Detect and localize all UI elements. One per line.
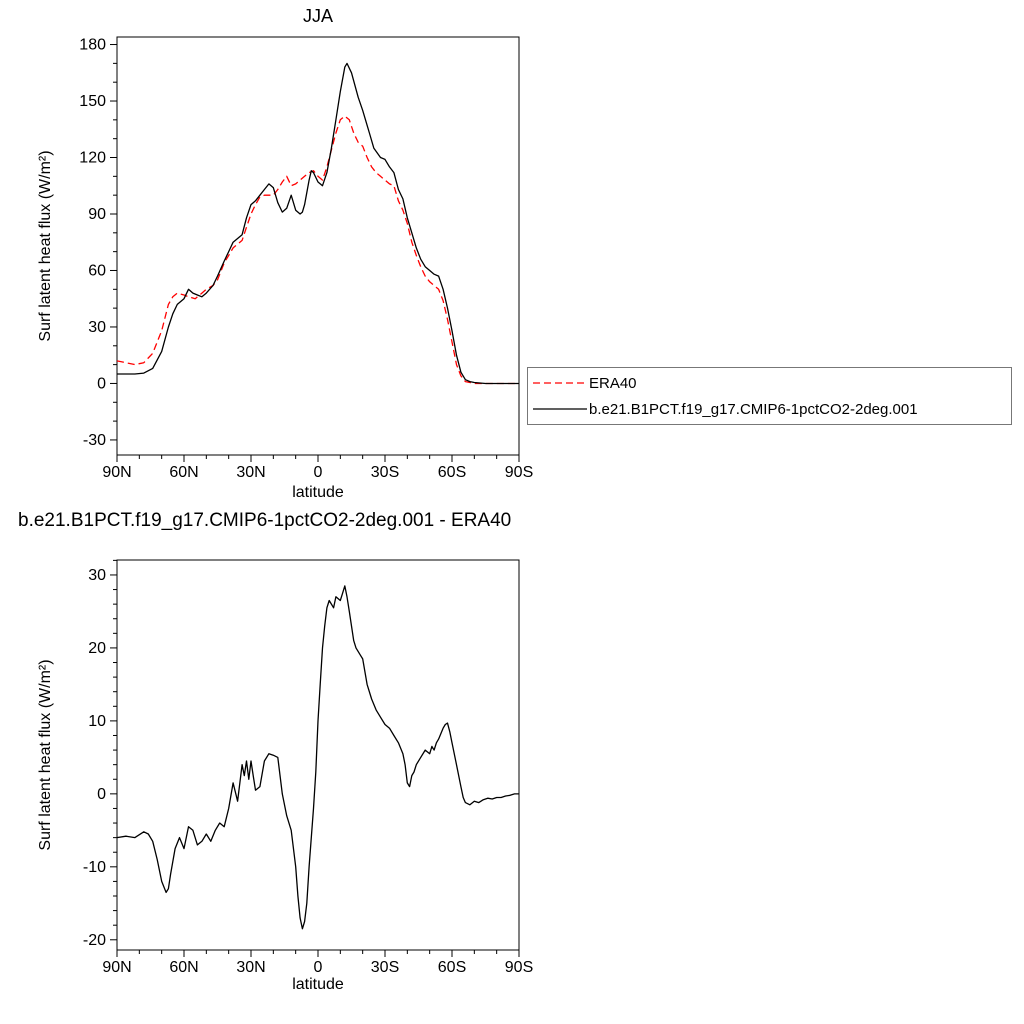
y-tick-label: 10 [88, 713, 106, 730]
y-tick-label: 20 [88, 640, 106, 657]
y-tick-label: 150 [79, 93, 106, 110]
y-tick-label: -10 [83, 859, 106, 876]
series-line-0-1 [117, 62, 519, 385]
difference-chart-x-axis-label: latitude [292, 976, 344, 993]
y-tick-label: 30 [88, 319, 106, 336]
top-chart-y-axis-label: Surf latent heat flux (W/m²) [37, 150, 54, 342]
x-tick-label: 30N [236, 464, 265, 481]
x-tick-label: 0 [314, 464, 323, 481]
y-tick-label: 90 [88, 206, 106, 223]
chart-1: 90N 60N 30N 0 30S 60S 90S -20 -10 0 10 20 30 [83, 559, 533, 976]
difference-chart-y-axis-label: Surf latent heat flux (W/m²) [37, 659, 54, 851]
x-tick-label: 90S [505, 959, 533, 976]
chart-0: 90N 60N 30N 0 30S 60S 90S -30 0 30 60 90 120 150 180 [79, 36, 533, 481]
x-tick-label: 90N [102, 464, 131, 481]
top-chart-title: JJA [302, 6, 333, 26]
x-tick-label: 0 [314, 959, 323, 976]
x-tick-label: 30S [371, 464, 399, 481]
x-tick-label: 90N [102, 959, 131, 976]
y-tick-label: 120 [79, 150, 106, 167]
x-tick-label: 60S [438, 464, 466, 481]
legend-entry-model: b.e21.B1PCT.f19_g17.CMIP6-1pctCO2-2deg.0… [531, 397, 1011, 421]
x-tick-label: 60N [169, 464, 198, 481]
legend-box: ERA40 b.e21.B1PCT.f19_g17.CMIP6-1pctCO2-… [527, 367, 1012, 425]
x-tick-label: 60S [438, 959, 466, 976]
y-tick-label: 0 [97, 786, 106, 803]
x-tick-label: 90S [505, 464, 533, 481]
model-solid-line-sample [533, 408, 587, 410]
x-tick-label: 30S [371, 959, 399, 976]
y-tick-label: 180 [79, 37, 106, 54]
y-tick-label: 0 [97, 375, 106, 392]
y-tick-label: 30 [88, 567, 106, 584]
legend-entry-era40: ERA40 [531, 371, 1011, 395]
plot-frame [116, 36, 520, 456]
top-chart-x-axis-label: latitude [292, 484, 344, 501]
series-line-1-0 [116, 585, 519, 930]
difference-chart-title: b.e21.B1PCT.f19_g17.CMIP6-1pctCO2-2deg.0… [18, 510, 512, 531]
y-tick-label: -20 [83, 932, 106, 949]
legend-label-model: b.e21.B1PCT.f19_g17.CMIP6-1pctCO2-2deg.0… [589, 400, 918, 418]
y-tick-label: 60 [88, 262, 106, 279]
plot-frame [116, 559, 520, 951]
legend-label-era40: ERA40 [589, 374, 637, 392]
series-line-0-0 [116, 115, 519, 385]
x-tick-label: 60N [169, 959, 198, 976]
x-tick-label: 30N [236, 959, 265, 976]
y-tick-label: -30 [83, 432, 106, 449]
era40-dashed-line-sample [533, 382, 587, 384]
